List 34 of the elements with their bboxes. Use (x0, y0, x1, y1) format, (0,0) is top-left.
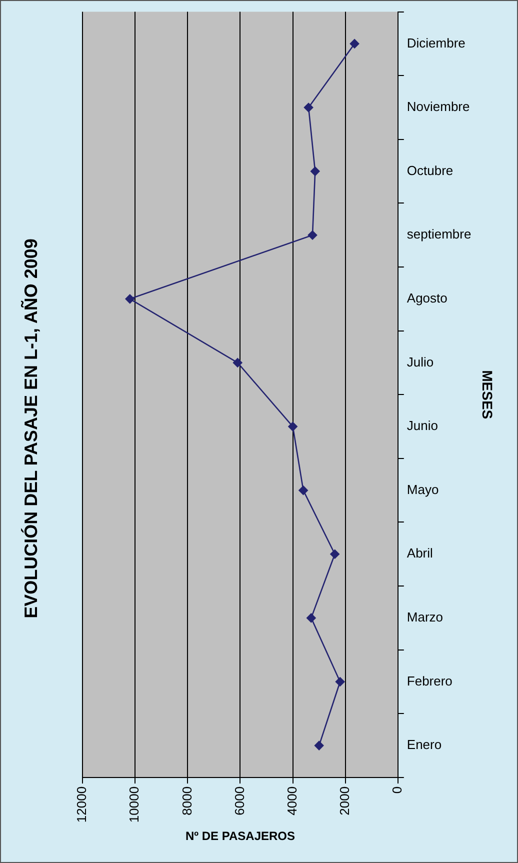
point (298, 486, 308, 495)
x-tick-label: 12000 (74, 786, 90, 823)
x-tick-label: 6000 (232, 786, 247, 816)
y-tick-label: Enero (406, 737, 442, 752)
y-tick-label: Noviembre (406, 99, 470, 114)
y-axis-title: MESES (480, 370, 496, 420)
point (330, 549, 340, 559)
y-tick-label: Abril (406, 546, 434, 561)
x-tick-label: 4000 (284, 786, 300, 816)
y-tick-label: septiembre (406, 226, 472, 242)
x-tick-label: 8000 (179, 786, 194, 816)
y-tick-label: Diciembre (406, 35, 466, 50)
point (306, 613, 316, 623)
x-tick-label: 2000 (336, 786, 352, 816)
point (314, 740, 324, 750)
y-tick-label: Octubre (406, 162, 454, 178)
y-tick-label: Junio (406, 418, 438, 434)
point (125, 294, 135, 304)
y-tick-label: Mayo (406, 482, 439, 497)
point (310, 166, 320, 176)
point (308, 230, 318, 240)
point (335, 677, 345, 686)
y-tick-label: Febrero (406, 673, 452, 688)
point (304, 102, 314, 112)
x-axis-title: Nº DE PASAJEROS (185, 829, 296, 844)
x-tick-label: 0 (389, 786, 404, 794)
y-tick-label: Marzo (406, 610, 444, 625)
point (232, 358, 242, 368)
text: EVOLUCIÓN DEL PASAJE EN L-1, AÑO 2009 (20, 238, 41, 618)
point (288, 422, 298, 432)
x-tick-label: 10000 (126, 786, 142, 823)
y-tick-label: Agosto (406, 290, 448, 306)
y-tick-label: Julio (406, 354, 434, 370)
point (350, 39, 360, 48)
